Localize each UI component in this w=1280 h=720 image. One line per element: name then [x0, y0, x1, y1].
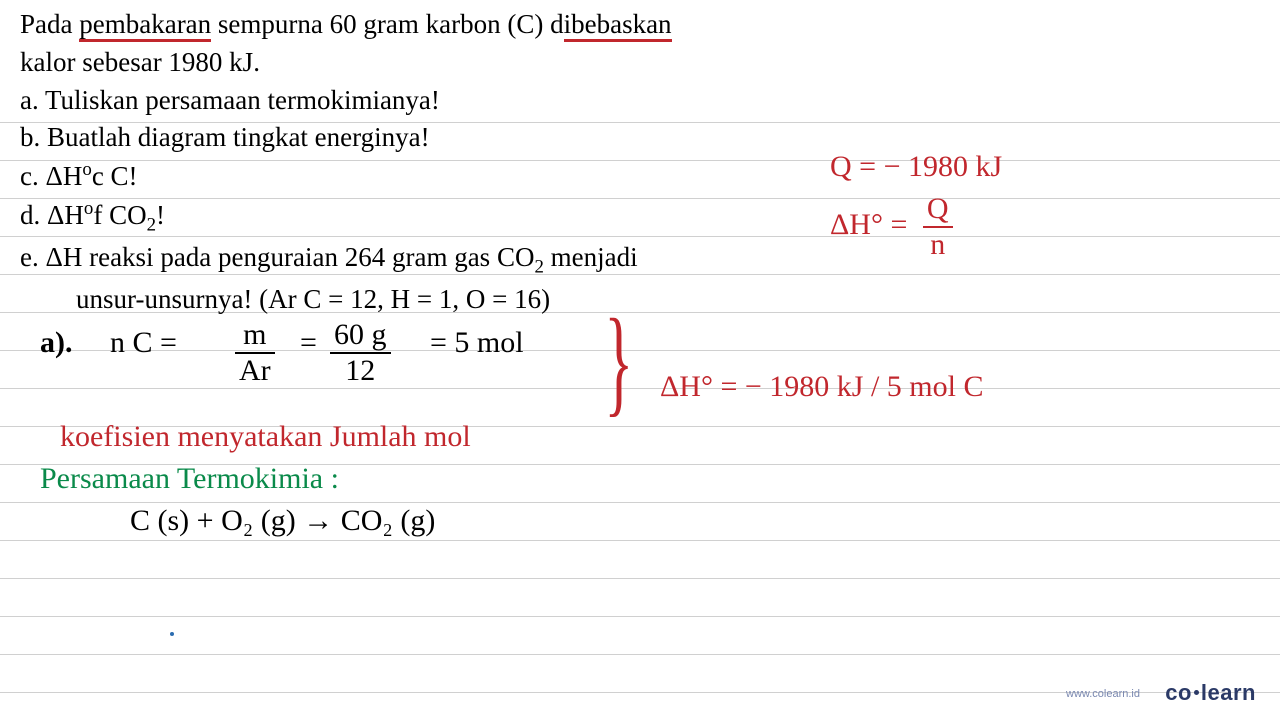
side-dh-formula: ΔH° = Q n [830, 192, 953, 262]
underlined-word-2: ibebaskan [564, 9, 672, 42]
text: d. ΔH [20, 200, 84, 230]
ink-dot-icon [170, 632, 174, 636]
subscript: 2 [534, 256, 543, 277]
problem-item-e-line1: e. ΔH reaksi pada penguraian 264 gram ga… [20, 239, 720, 281]
problem-item-a: a. Tuliskan persamaan termokimianya! [20, 82, 720, 120]
text: Pada [20, 9, 79, 39]
text: sempurna 60 gram karbon (C) d [211, 9, 563, 39]
text: c C! [92, 161, 138, 191]
fraction-numerator: m [235, 318, 275, 354]
fraction-numerator: Q [923, 192, 953, 228]
brand-url: www.colearn.id [1066, 688, 1140, 700]
logo-dot-icon [1194, 690, 1199, 695]
problem-item-b: b. Buatlah diagram tingkat energinya! [20, 119, 720, 157]
problem-item-d: d. ΔHof CO2! [20, 196, 720, 239]
problem-line-1: Pada pembakaran sempurna 60 gram karbon … [20, 6, 720, 44]
work-eq2: = 5 mol [430, 326, 524, 360]
text: c. ΔH [20, 161, 82, 191]
text: f CO [93, 200, 146, 230]
superscript: o [84, 198, 93, 219]
logo-part-b: learn [1201, 680, 1256, 705]
fraction-denominator: n [923, 228, 953, 262]
problem-line-2: kalor sebesar 1980 kJ. [20, 44, 720, 82]
subscript: 2 [147, 214, 156, 235]
text: menjadi [544, 242, 638, 272]
fraction-denominator: Ar [235, 354, 275, 388]
work-frac2: 60 g 12 [330, 318, 391, 388]
work-frac1: m Ar [235, 318, 275, 388]
logo-part-a: co [1165, 680, 1192, 705]
work-note: koefisien menyatakan Jumlah mol [60, 420, 471, 454]
text: e. ΔH reaksi pada penguraian 264 gram ga… [20, 242, 534, 272]
brand-logo: colearn [1165, 680, 1256, 706]
fraction-numerator: 60 g [330, 318, 391, 354]
work-reaction: C (s) + O₂ (g) → CO₂ (g) [130, 504, 435, 538]
work-a-label: a). [40, 326, 73, 360]
text: ! [156, 200, 165, 230]
problem-statement: Pada pembakaran sempurna 60 gram karbon … [20, 6, 720, 319]
work-eq1: = [300, 326, 317, 360]
fraction-denominator: 12 [330, 354, 391, 388]
work-nC: n C = [110, 326, 177, 360]
curly-brace-icon: } [604, 292, 633, 430]
work-dh-result: ΔH° = − 1980 kJ / 5 mol C [660, 370, 983, 404]
problem-item-c: c. ΔHoc C! [20, 157, 720, 196]
superscript: o [82, 159, 91, 180]
work-heading: Persamaan Termokimia : [40, 462, 339, 496]
underlined-word-1: pembakaran [79, 9, 211, 42]
side-q-value: Q = − 1980 kJ [830, 150, 1002, 184]
text: ΔH° = [830, 208, 907, 241]
